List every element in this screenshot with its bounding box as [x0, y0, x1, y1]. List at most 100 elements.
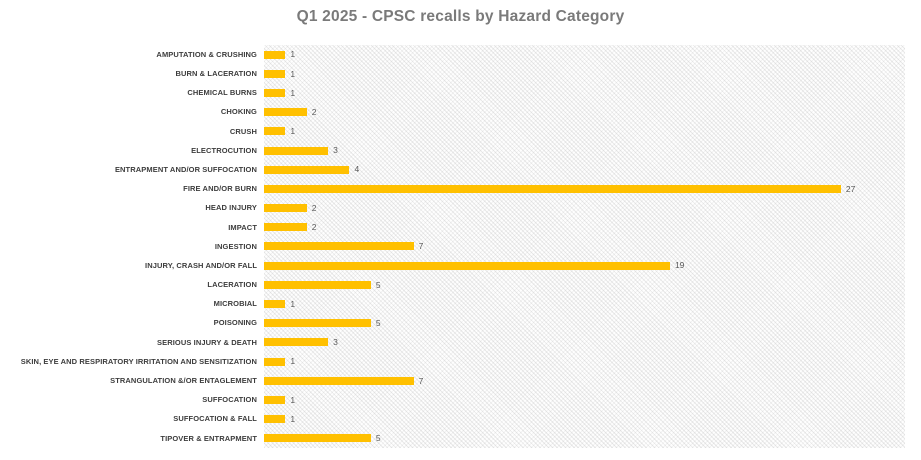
- bar: [264, 434, 371, 443]
- value-label: 2: [311, 106, 317, 117]
- bar-track: 2: [264, 218, 905, 237]
- bar-track: 7: [264, 371, 905, 390]
- bar-track: 2: [264, 103, 905, 122]
- bar-track: 7: [264, 237, 905, 256]
- bar-row: IMPACT 2: [0, 218, 905, 237]
- bar: [264, 280, 371, 289]
- category-label: ENTRAPMENT AND/OR SUFFOCATION: [114, 164, 257, 174]
- value-label: 3: [333, 145, 338, 156]
- category-label: INGESTION: [214, 241, 257, 251]
- bar-row: HEAD INJURY 2: [0, 199, 905, 218]
- bar: [264, 184, 841, 193]
- bar-row: TIPOVER & ENTRAPMENT 5: [0, 429, 905, 448]
- category-label: SKIN, EYE AND RESPIRATORY IRRITATION AND…: [20, 356, 257, 366]
- bar-row: SERIOUS INJURY & DEATH 3: [0, 333, 905, 352]
- category-label: STRANGULATION &/OR ENTAGLEMENT: [110, 376, 257, 386]
- bar-track: 19: [264, 256, 905, 275]
- bar: [264, 261, 670, 270]
- value-label: 1: [290, 394, 296, 405]
- bar-row: SKIN, EYE AND RESPIRATORY IRRITATION AND…: [0, 352, 905, 371]
- category-label: CRUSH: [229, 126, 257, 136]
- bar-track: 27: [264, 179, 905, 198]
- bar-track: 3: [264, 333, 905, 352]
- bar: [264, 319, 371, 328]
- value-label: 7: [418, 375, 424, 386]
- bar: [264, 300, 286, 309]
- bar-row: BURN & LACERATION 1: [0, 64, 905, 83]
- category-label: INJURY, CRASH AND/OR FALL: [145, 260, 257, 270]
- bar-track: 1: [264, 390, 905, 409]
- bar-track: 1: [264, 352, 905, 371]
- value-label: 1: [290, 49, 296, 60]
- bar-row: INGESTION 7: [0, 237, 905, 256]
- category-label: ELECTROCUTION: [191, 145, 257, 155]
- value-label: 27: [845, 183, 856, 194]
- bar: [264, 338, 329, 347]
- bar-row: CHOKING 2: [0, 103, 905, 122]
- value-label: 1: [290, 68, 296, 79]
- bar-row: ENTRAPMENT AND/OR SUFFOCATION 4: [0, 160, 905, 179]
- chart-title: Q1 2025 - CPSC recalls by Hazard Categor…: [296, 8, 625, 25]
- bar-track: 5: [264, 314, 905, 333]
- value-label: 2: [311, 202, 317, 213]
- bar-track: 4: [264, 160, 905, 179]
- bar-track: 1: [264, 410, 905, 429]
- bar: [264, 242, 414, 251]
- category-label: SERIOUS INJURY & DEATH: [157, 337, 257, 347]
- category-label: TIPOVER & ENTRAPMENT: [160, 433, 257, 443]
- value-label: 1: [290, 126, 296, 137]
- bar-track: 3: [264, 141, 905, 160]
- bar: [264, 88, 286, 97]
- category-label: HEAD INJURY: [205, 203, 257, 213]
- bar-row: AMPUTATION & CRUSHING 1: [0, 45, 905, 64]
- bar: [264, 50, 286, 59]
- category-label: CHOKING: [220, 107, 257, 117]
- value-label: 5: [375, 317, 381, 328]
- category-label: IMPACT: [228, 222, 257, 232]
- value-label: 3: [333, 337, 338, 348]
- bar: [264, 165, 350, 174]
- bar: [264, 204, 307, 213]
- value-label: 1: [290, 356, 296, 367]
- bar-track: 1: [264, 83, 905, 102]
- category-label: LACERATION: [207, 280, 257, 290]
- value-label: 1: [290, 87, 296, 98]
- bar-row: CRUSH 1: [0, 122, 905, 141]
- bar-row: SUFFOCATION & FALL 1: [0, 410, 905, 429]
- bar: [264, 415, 286, 424]
- bar-row: POISONING 5: [0, 314, 905, 333]
- bar: [264, 376, 414, 385]
- value-label: 1: [290, 298, 296, 309]
- value-label: 2: [311, 222, 317, 233]
- category-label: AMPUTATION & CRUSHING: [156, 49, 257, 59]
- bar-row: ELECTROCUTION 3: [0, 141, 905, 160]
- category-label: FIRE AND/OR BURN: [183, 184, 257, 194]
- bar-row: SUFFOCATION 1: [0, 390, 905, 409]
- value-label: 5: [375, 433, 381, 444]
- bar-row: INJURY, CRASH AND/OR FALL 19: [0, 256, 905, 275]
- value-label: 7: [418, 241, 424, 252]
- value-label: 19: [674, 260, 685, 271]
- bar: [264, 127, 286, 136]
- bar-row: MICROBIAL 1: [0, 294, 905, 313]
- bar-track: 5: [264, 275, 905, 294]
- value-label: 1: [290, 413, 296, 424]
- value-label: 4: [354, 164, 360, 175]
- bar: [264, 108, 307, 117]
- bar-track: 1: [264, 294, 905, 313]
- bar-row: FIRE AND/OR BURN 27: [0, 179, 905, 198]
- bar: [264, 69, 286, 78]
- bar: [264, 223, 307, 232]
- bar: [264, 146, 329, 155]
- bar-row: LACERATION 5: [0, 275, 905, 294]
- bar: [264, 357, 286, 366]
- category-label: BURN & LACERATION: [175, 69, 257, 79]
- bar-track: 2: [264, 199, 905, 218]
- bar-track: 1: [264, 64, 905, 83]
- value-label: 5: [375, 279, 381, 290]
- category-label: SUFFOCATION: [202, 395, 257, 405]
- category-label: SUFFOCATION & FALL: [173, 414, 257, 424]
- bar-rows: AMPUTATION & CRUSHING 1 BURN & LACERATIO…: [0, 45, 905, 448]
- category-label: MICROBIAL: [213, 299, 257, 309]
